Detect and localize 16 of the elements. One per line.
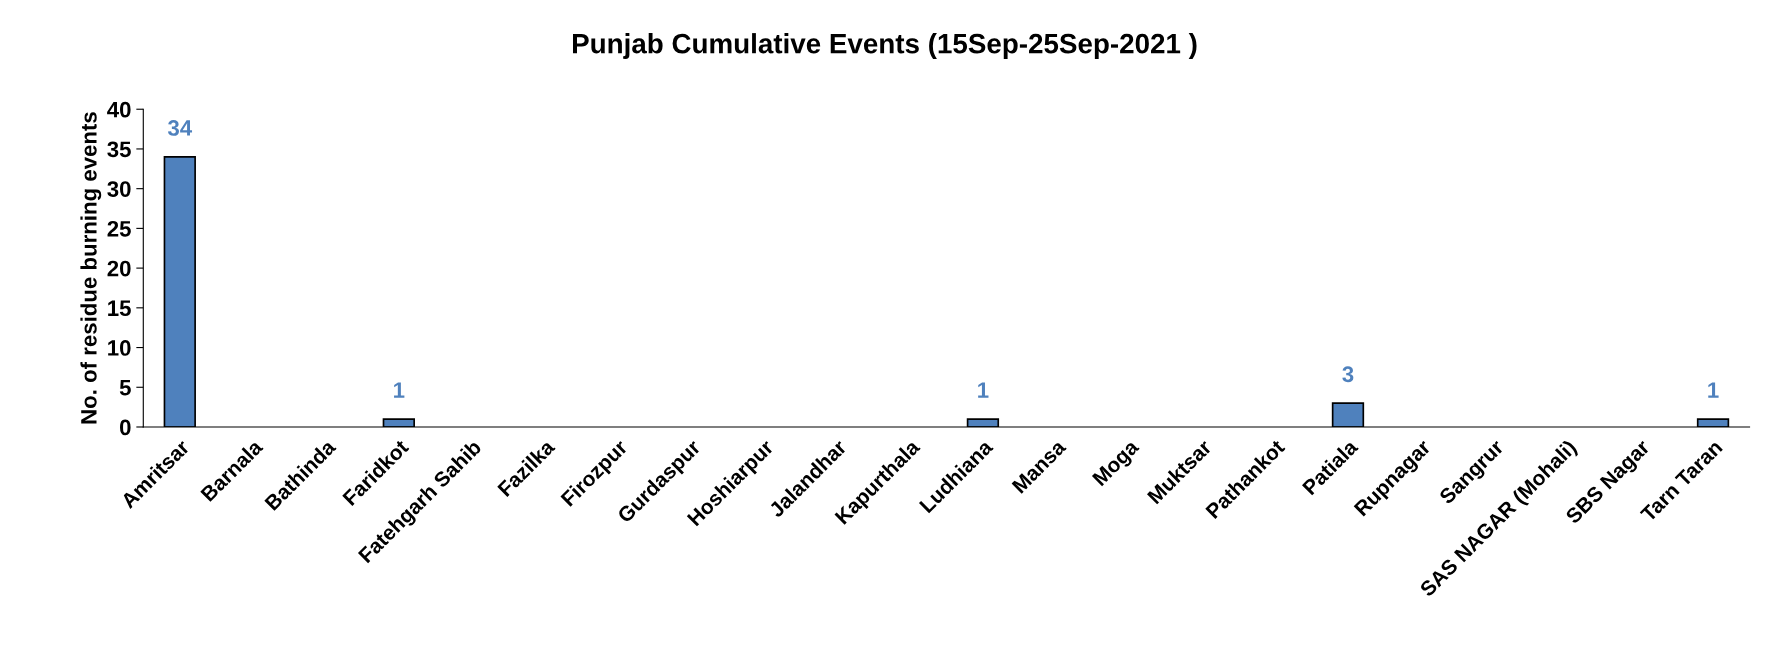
y-tick-label: 35 xyxy=(107,141,131,158)
data-label: 1 xyxy=(394,382,405,398)
y-tick-label: 15 xyxy=(108,300,131,317)
y-tick-label: 5 xyxy=(119,380,131,396)
y-tick-label: 25 xyxy=(107,220,131,237)
data-label: 34 xyxy=(167,120,193,136)
data-label: 1 xyxy=(978,382,989,398)
y-tick-label: 10 xyxy=(108,340,131,356)
y-tick-label: 0 xyxy=(120,419,131,436)
y-axis-title: No. of residue burning events xyxy=(80,112,102,424)
data-label: 3 xyxy=(1342,366,1354,383)
y-tick-label: 20 xyxy=(107,260,131,277)
chart-title: Punjab Cumulative Events (15Sep-25Sep-2021 ) xyxy=(573,33,1197,59)
y-tick-label: 30 xyxy=(107,181,131,197)
data-label: 1 xyxy=(1708,382,1719,398)
y-tick-label: 40 xyxy=(107,101,131,118)
